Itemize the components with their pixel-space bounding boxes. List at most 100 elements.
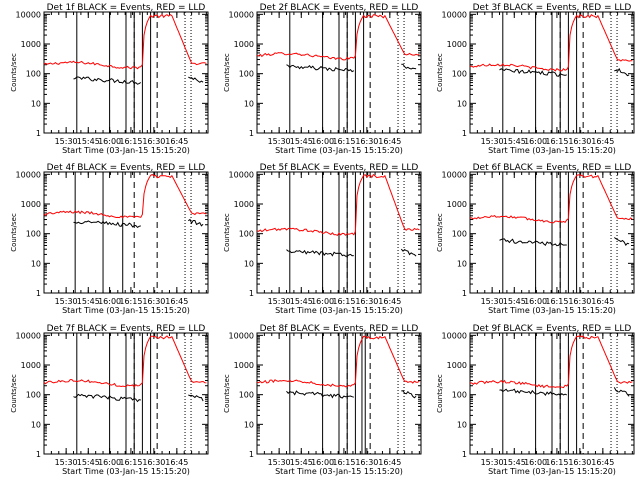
- plot-frame: [43, 171, 209, 294]
- x-tick-label: 16:30: [142, 458, 165, 467]
- y-tick-label: 100: [239, 230, 254, 239]
- x-tick-label: 16:15: [332, 137, 355, 146]
- y-tick-label: 1000: [21, 200, 41, 209]
- events-series-line: [401, 390, 417, 399]
- x-tick-label: 15:45: [77, 458, 100, 467]
- y-axis-label: Counts/sec: [436, 213, 444, 252]
- x-tick-label: 16:45: [378, 137, 401, 146]
- x-tick-label: 16:30: [355, 297, 378, 306]
- panel-det-5: Det 5f BLACK = Events, RED = LLD 1 10 100 10…: [223, 163, 422, 315]
- x-tick-label: 16:15: [545, 137, 568, 146]
- y-tick-label: 1000: [234, 361, 254, 370]
- events-series-line: [400, 248, 417, 257]
- y-tick-label: 10000: [442, 170, 467, 179]
- x-tick-label: 15:30: [268, 297, 291, 306]
- x-tick-label: 16:15: [545, 458, 568, 467]
- x-axis-label: Start Time (03-Jan-15 15:15:20): [488, 146, 616, 155]
- y-tick-label: 1000: [234, 200, 254, 209]
- y-axis-label: Counts/sec: [436, 53, 444, 92]
- x-tick-label: 15:30: [481, 458, 504, 467]
- y-tick-label: 10: [31, 420, 41, 429]
- x-axis-label: Start Time (03-Jan-15 15:15:20): [62, 467, 190, 476]
- x-tick-label: 15:45: [77, 297, 100, 306]
- y-axis-label: Counts/sec: [436, 374, 444, 413]
- y-axis-label: Counts/sec: [10, 53, 18, 92]
- y-tick-label: 10: [457, 420, 467, 429]
- x-axis-label: Start Time (03-Jan-15 15:15:20): [275, 306, 403, 315]
- x-tick-label: 16:00: [524, 297, 547, 306]
- y-tick-label: 1000: [447, 361, 467, 370]
- y-tick-label: 10: [457, 99, 467, 108]
- x-tick-label: 15:45: [503, 297, 526, 306]
- y-tick-label: 1000: [447, 40, 467, 49]
- y-tick-label: 100: [452, 391, 467, 400]
- x-axis-label: Start Time (03-Jan-15 15:15:20): [488, 306, 616, 315]
- events-series-line: [499, 238, 567, 247]
- y-tick-label: 10: [244, 420, 254, 429]
- x-tick-label: 16:15: [119, 137, 142, 146]
- panel-title: Det 7f BLACK = Events, RED = LLD: [47, 324, 206, 334]
- x-tick-label: 15:30: [481, 137, 504, 146]
- y-tick-label: 10000: [229, 10, 254, 19]
- y-tick-label: 10000: [442, 331, 467, 340]
- x-tick-label: 16:30: [142, 297, 165, 306]
- y-axis-label: Counts/sec: [223, 374, 231, 413]
- lld-series-line: [256, 14, 420, 61]
- x-tick-label: 16:15: [545, 297, 568, 306]
- events-series-line: [499, 388, 567, 396]
- y-tick-label: 1: [249, 129, 254, 138]
- y-tick-label: 1000: [21, 40, 41, 49]
- panel-title: Det 9f BLACK = Events, RED = LLD: [473, 324, 632, 334]
- y-tick-label: 100: [239, 70, 254, 79]
- events-series-line: [188, 218, 204, 227]
- y-tick-label: 10: [244, 259, 254, 268]
- lld-series-line: [43, 335, 207, 388]
- panel-det-3: Det 3f BLACK = Events, RED = LLD 1 10 100 10…: [436, 3, 635, 155]
- x-tick-label: 16:15: [119, 458, 142, 467]
- y-tick-label: 100: [452, 70, 467, 79]
- x-tick-label: 15:45: [290, 137, 313, 146]
- y-tick-label: 10: [244, 99, 254, 108]
- panel-title: Det 5f BLACK = Events, RED = LLD: [260, 163, 419, 173]
- x-tick-label: 15:45: [503, 458, 526, 467]
- x-tick-label: 15:45: [290, 458, 313, 467]
- x-tick-label: 16:00: [311, 297, 334, 306]
- y-tick-label: 1000: [21, 361, 41, 370]
- y-tick-label: 10000: [16, 170, 41, 179]
- panel-title: Det 8f BLACK = Events, RED = LLD: [260, 324, 419, 334]
- y-tick-label: 10: [31, 259, 41, 268]
- lld-series-line: [469, 335, 633, 389]
- events-series-line: [613, 387, 630, 397]
- events-series-line: [401, 63, 417, 70]
- y-tick-label: 10000: [442, 10, 467, 19]
- x-axis-label: Start Time (03-Jan-15 15:15:20): [488, 467, 616, 476]
- panel-det-6: Det 6f BLACK = Events, RED = LLD 1 10 100 10…: [436, 163, 635, 315]
- x-tick-label: 16:30: [355, 458, 378, 467]
- x-tick-label: 15:30: [55, 458, 78, 467]
- x-tick-label: 15:45: [77, 137, 100, 146]
- x-axis-label: Start Time (03-Jan-15 15:15:20): [275, 467, 403, 476]
- panel-det-8: Det 8f BLACK = Events, RED = LLD 1 10 100 10…: [223, 324, 422, 476]
- x-tick-label: 16:45: [378, 458, 401, 467]
- y-axis-label: Counts/sec: [223, 213, 231, 252]
- y-tick-label: 1: [36, 450, 41, 459]
- x-tick-label: 15:30: [55, 297, 78, 306]
- lld-series-line: [256, 335, 420, 388]
- x-tick-label: 15:30: [268, 137, 291, 146]
- x-tick-label: 16:15: [332, 297, 355, 306]
- x-tick-label: 16:45: [591, 137, 614, 146]
- x-tick-label: 15:45: [503, 137, 526, 146]
- y-tick-label: 1: [462, 450, 467, 459]
- events-series-line: [73, 393, 141, 403]
- x-tick-label: 16:30: [142, 137, 165, 146]
- x-tick-label: 16:00: [524, 137, 547, 146]
- lld-series-line: [43, 13, 207, 70]
- y-tick-label: 100: [26, 70, 41, 79]
- y-tick-label: 10000: [16, 10, 41, 19]
- y-tick-label: 10000: [229, 170, 254, 179]
- panel-det-9: Det 9f BLACK = Events, RED = LLD 1 10 100 10…: [436, 324, 635, 476]
- lld-series-line: [43, 173, 207, 219]
- y-tick-label: 100: [26, 230, 41, 239]
